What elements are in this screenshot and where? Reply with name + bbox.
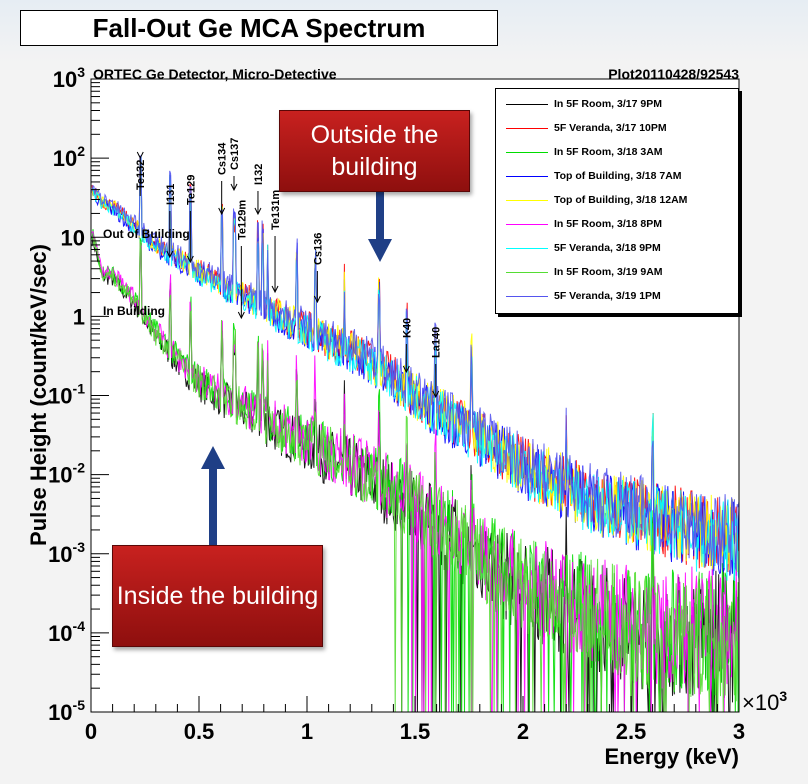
y-tick-label-3: 1 <box>73 304 85 329</box>
isotope-label-1: I131 <box>165 184 177 205</box>
legend-entry: In 5F Room, 3/18 3AM <box>496 140 738 164</box>
annotation-in-building: In Building <box>103 304 165 318</box>
legend-swatch <box>506 127 548 129</box>
chart-legend: In 5F Room, 3/17 9PM 5F Veranda, 3/17 10P… <box>495 88 739 314</box>
y-tick-label-1: 102 <box>53 143 85 171</box>
isotope-label-8: Cs136 <box>312 233 324 265</box>
isotope-label-3: Cs134 <box>217 142 229 175</box>
x-tick-label-4: 2 <box>517 719 529 744</box>
y-tick-label-5: 10-2 <box>48 460 85 488</box>
y-tick-label-6: 10-3 <box>48 539 85 567</box>
legend-swatch <box>506 175 548 177</box>
legend-label: Top of Building, 3/18 12AM <box>554 194 688 206</box>
legend-label: In 5F Room, 3/18 3AM <box>554 146 663 158</box>
legend-swatch <box>506 151 548 153</box>
legend-label: Top of Building, 3/18 7AM <box>554 170 682 182</box>
legend-entry: 5F Veranda, 3/18 9PM <box>496 236 738 260</box>
x-tick-label-2: 1 <box>301 719 313 744</box>
page-title: Fall-Out Ge MCA Spectrum <box>20 10 498 46</box>
series-line-8 <box>91 156 739 575</box>
legend-entry: In 5F Room, 3/18 8PM <box>496 212 738 236</box>
isotope-arrow-head-7 <box>271 285 279 294</box>
isotope-arrow-head-6 <box>237 311 245 320</box>
arrow-up-shaft <box>209 469 217 546</box>
x-tick-label-3: 1.5 <box>400 719 431 744</box>
legend-swatch <box>506 295 548 297</box>
arrow-down-shaft <box>376 192 384 239</box>
x-tick-label-1: 0.5 <box>184 719 215 744</box>
isotope-arrow-head-5 <box>254 207 262 216</box>
arrow-down-head <box>368 239 392 262</box>
isotope-arrow-head-2 <box>186 255 194 264</box>
x-axis-label: Energy (keV) <box>605 744 740 769</box>
legend-label: In 5F Room, 3/19 9AM <box>554 266 663 278</box>
legend-entry: Top of Building, 3/18 12AM <box>496 188 738 212</box>
legend-swatch <box>506 223 548 225</box>
legend-swatch <box>506 103 548 105</box>
x-multiplier-exp: 3 <box>779 688 787 704</box>
x-tick-label-0: 0 <box>85 719 97 744</box>
legend-entry: Top of Building, 3/18 7AM <box>496 164 738 188</box>
legend-label: In 5F Room, 3/18 8PM <box>554 218 662 230</box>
isotope-label-0: Te132 <box>135 160 147 190</box>
legend-entry: In 5F Room, 3/17 9PM <box>496 92 738 116</box>
legend-entry: In 5F Room, 3/19 9AM <box>496 260 738 284</box>
callout-outside-building: Outside the building <box>279 110 470 192</box>
legend-swatch <box>506 247 548 249</box>
legend-label: In 5F Room, 3/17 9PM <box>554 98 662 110</box>
y-tick-label-0: 103 <box>53 64 85 92</box>
x-tick-label-5: 2.5 <box>616 719 647 744</box>
arrow-up-head <box>201 446 225 469</box>
legend-label: 5F Veranda, 3/19 1PM <box>554 290 661 302</box>
isotope-label-2: Te129 <box>185 175 197 205</box>
x-tick-label-6: 3 <box>733 719 745 744</box>
y-tick-label-8: 10-5 <box>48 697 85 725</box>
legend-swatch <box>506 199 548 201</box>
isotope-label-5: I132 <box>253 164 265 185</box>
isotope-arrow-head-3 <box>218 207 226 216</box>
y-tick-label-7: 10-4 <box>48 618 85 646</box>
isotope-label-6: Te129m <box>236 200 248 240</box>
isotope-arrow-head-0 <box>136 151 144 160</box>
isotope-label-4: Cs137 <box>229 138 241 170</box>
y-tick-label-2: 10 <box>61 225 85 250</box>
legend-swatch <box>506 271 548 273</box>
legend-label: 5F Veranda, 3/17 10PM <box>554 122 667 134</box>
isotope-arrow-head-10 <box>432 390 440 399</box>
legend-label: 5F Veranda, 3/18 9PM <box>554 242 661 254</box>
isotope-arrow-head-9 <box>402 365 410 374</box>
legend-entry: 5F Veranda, 3/19 1PM <box>496 284 738 308</box>
isotope-arrow-head-1 <box>166 250 174 259</box>
x-multiplier-base: ×10 <box>742 690 779 715</box>
header-left: ORTEC Ge Detector, Micro-Detective <box>93 66 337 82</box>
x-axis-multiplier: ×103 <box>742 688 787 715</box>
y-axis-label: Pulse Height (count/keV/sec) <box>26 244 51 546</box>
isotope-label-10: La140 <box>431 327 443 358</box>
isotope-arrow-head-8 <box>313 295 321 304</box>
isotope-label-7: Te131m <box>270 190 282 230</box>
isotope-arrow-head-4 <box>230 183 238 192</box>
annotation-out-of-building: Out of Building <box>103 227 190 241</box>
callout-inside-building: Inside the building <box>112 545 323 647</box>
y-tick-label-4: 10-1 <box>48 381 85 409</box>
legend-entry: 5F Veranda, 3/17 10PM <box>496 116 738 140</box>
isotope-label-9: K40 <box>401 318 413 338</box>
header-right: Plot20110428/92543 <box>608 66 739 82</box>
